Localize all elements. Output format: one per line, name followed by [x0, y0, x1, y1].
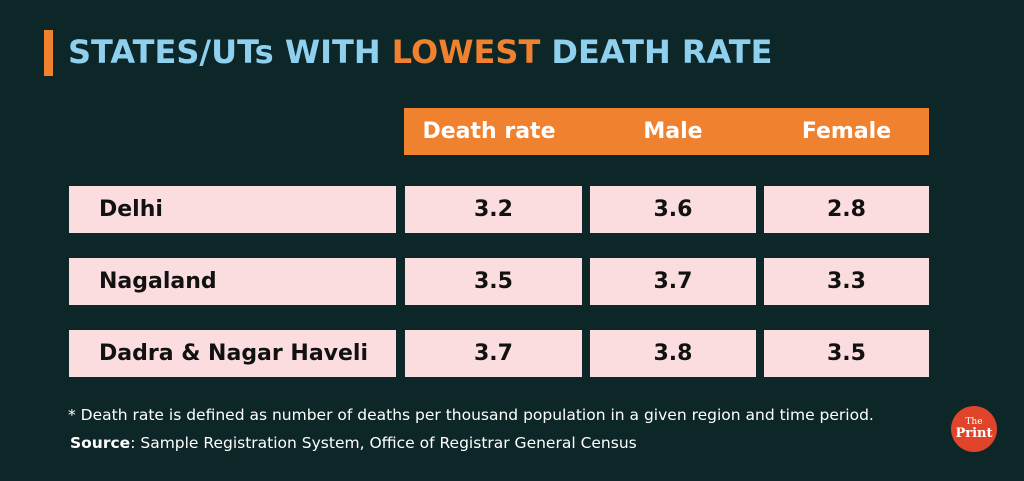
row-label-nagaland: Nagaland: [69, 258, 396, 305]
table-header-band: [404, 108, 929, 155]
title-suffix: DEATH RATE: [540, 33, 773, 71]
column-header-male: Male: [643, 119, 703, 144]
title-accent-bar: [44, 30, 53, 76]
cell-delhi-death-rate: 3.2: [405, 186, 582, 233]
logo-line2: Print: [955, 426, 993, 441]
source-label: Source: [70, 434, 131, 452]
source-line: Source: Sample Registration System, Offi…: [70, 434, 637, 452]
cell-delhi-female: 2.8: [764, 186, 929, 233]
source-text: : Sample Registration System, Office of …: [130, 434, 637, 452]
cell-nagaland-female: 3.3: [764, 258, 929, 305]
theprint-logo: The Print: [951, 406, 997, 452]
footnote: * Death rate is defined as number of dea…: [68, 406, 874, 424]
logo-line1: The: [965, 417, 983, 427]
cell-dadra-male: 3.8: [590, 330, 756, 377]
cell-dadra-female: 3.5: [764, 330, 929, 377]
column-header-death-rate: Death rate: [422, 119, 556, 144]
row-label-dadra-nagar-haveli: Dadra & Nagar Haveli: [69, 330, 396, 377]
cell-delhi-male: 3.6: [590, 186, 756, 233]
title-prefix: STATES/UTs WITH: [68, 33, 392, 71]
page-title: STATES/UTs WITH LOWEST DEATH RATE: [68, 33, 772, 71]
cell-dadra-death-rate: 3.7: [405, 330, 582, 377]
cell-nagaland-male: 3.7: [590, 258, 756, 305]
column-header-female: Female: [801, 119, 892, 144]
row-label-delhi: Delhi: [69, 186, 396, 233]
title-highlight: LOWEST: [391, 33, 541, 71]
cell-nagaland-death-rate: 3.5: [405, 258, 582, 305]
